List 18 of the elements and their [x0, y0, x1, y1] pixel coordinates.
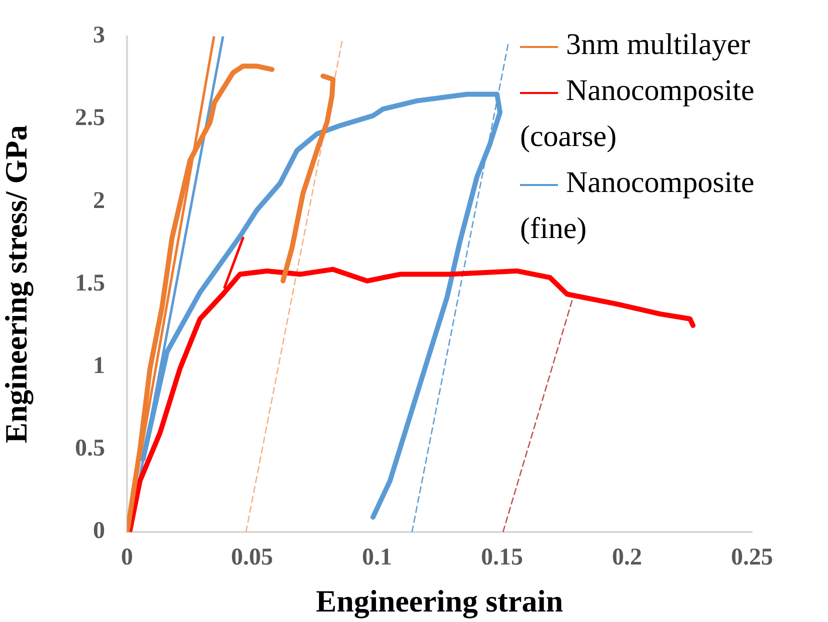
- x-tick-label: 0.2: [612, 544, 642, 571]
- legend-label: Nanocomposite (fine): [520, 165, 756, 247]
- y-tick-label: 2: [93, 188, 105, 214]
- x-tick-label: 0.1: [362, 544, 392, 571]
- y-tick-label: 2.5: [75, 105, 105, 132]
- legend-label: Nanocomposite (coarse): [520, 73, 756, 155]
- x-tick-label: 0.15: [481, 544, 523, 571]
- y-tick-label: 0: [93, 518, 105, 544]
- y-tick-label: 3: [93, 22, 105, 49]
- y-axis-title: Engineering stress/ GPa: [0, 124, 34, 444]
- legend-label: 3nm multilayer: [565, 27, 752, 63]
- y-tick-label: 1: [93, 353, 105, 380]
- x-tick-label: 0: [121, 544, 133, 571]
- x-tick-label: 0.25: [731, 544, 773, 571]
- x-axis-title: Engineering strain: [316, 583, 564, 618]
- y-tick-label: 0.5: [75, 436, 105, 462]
- y-tick-label: 1.5: [75, 270, 105, 296]
- x-tick-label: 0.05: [231, 544, 273, 571]
